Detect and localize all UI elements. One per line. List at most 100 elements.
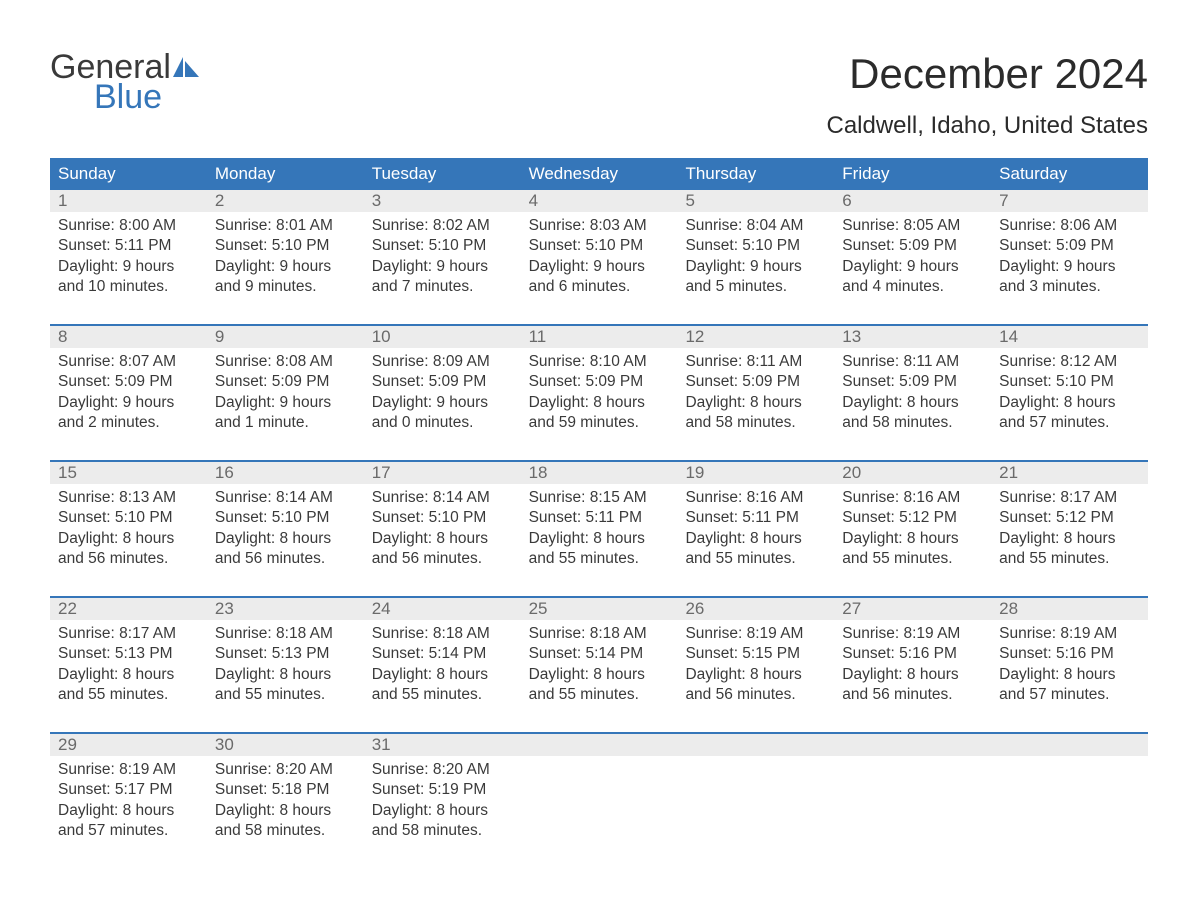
sunset-line: Sunset: 5:10 PM [215, 236, 356, 256]
sunrise-line: Sunrise: 8:17 AM [58, 624, 199, 644]
sunset-line: Sunset: 5:14 PM [372, 644, 513, 664]
day-number: 24 [364, 598, 521, 620]
day-cell: Sunrise: 8:18 AMSunset: 5:13 PMDaylight:… [207, 620, 364, 720]
sunset-line: Sunset: 5:10 PM [685, 236, 826, 256]
sunset-line: Sunset: 5:10 PM [372, 236, 513, 256]
day-number: 12 [677, 326, 834, 348]
day-body-row: Sunrise: 8:17 AMSunset: 5:13 PMDaylight:… [50, 620, 1148, 720]
daylight-line: Daylight: 9 hours and 1 minute. [215, 393, 356, 434]
day-number: 6 [834, 190, 991, 212]
weekday-header: Monday [207, 158, 364, 190]
sunset-line: Sunset: 5:10 PM [372, 508, 513, 528]
day-cell: Sunrise: 8:04 AMSunset: 5:10 PMDaylight:… [677, 212, 834, 312]
sunrise-line: Sunrise: 8:11 AM [685, 352, 826, 372]
week-block: 891011121314Sunrise: 8:07 AMSunset: 5:09… [50, 324, 1148, 448]
sunrise-line: Sunrise: 8:18 AM [215, 624, 356, 644]
day-number: 21 [991, 462, 1148, 484]
day-cell: Sunrise: 8:03 AMSunset: 5:10 PMDaylight:… [521, 212, 678, 312]
sunset-line: Sunset: 5:09 PM [58, 372, 199, 392]
sunrise-line: Sunrise: 8:11 AM [842, 352, 983, 372]
day-cell: Sunrise: 8:08 AMSunset: 5:09 PMDaylight:… [207, 348, 364, 448]
sunrise-line: Sunrise: 8:17 AM [999, 488, 1140, 508]
weeks-container: 1234567Sunrise: 8:00 AMSunset: 5:11 PMDa… [50, 190, 1148, 856]
day-cell: Sunrise: 8:16 AMSunset: 5:11 PMDaylight:… [677, 484, 834, 584]
sunset-line: Sunset: 5:15 PM [685, 644, 826, 664]
sunrise-line: Sunrise: 8:20 AM [372, 760, 513, 780]
week-block: 15161718192021Sunrise: 8:13 AMSunset: 5:… [50, 460, 1148, 584]
sunset-line: Sunset: 5:09 PM [215, 372, 356, 392]
sunrise-line: Sunrise: 8:01 AM [215, 216, 356, 236]
sunrise-line: Sunrise: 8:05 AM [842, 216, 983, 236]
day-cell: Sunrise: 8:19 AMSunset: 5:15 PMDaylight:… [677, 620, 834, 720]
sunrise-line: Sunrise: 8:00 AM [58, 216, 199, 236]
day-number [677, 734, 834, 756]
day-number: 30 [207, 734, 364, 756]
day-cell: Sunrise: 8:00 AMSunset: 5:11 PMDaylight:… [50, 212, 207, 312]
daylight-line: Daylight: 8 hours and 56 minutes. [58, 529, 199, 570]
day-number: 25 [521, 598, 678, 620]
day-cell: Sunrise: 8:17 AMSunset: 5:12 PMDaylight:… [991, 484, 1148, 584]
daylight-line: Daylight: 8 hours and 55 minutes. [372, 665, 513, 706]
daylight-line: Daylight: 9 hours and 3 minutes. [999, 257, 1140, 298]
day-number: 11 [521, 326, 678, 348]
day-number-row: 293031 [50, 734, 1148, 756]
weekday-header-row: SundayMondayTuesdayWednesdayThursdayFrid… [50, 158, 1148, 190]
day-cell [991, 756, 1148, 856]
daylight-line: Daylight: 9 hours and 10 minutes. [58, 257, 199, 298]
week-block: 22232425262728Sunrise: 8:17 AMSunset: 5:… [50, 596, 1148, 720]
weekday-header: Thursday [677, 158, 834, 190]
daylight-line: Daylight: 8 hours and 55 minutes. [529, 529, 670, 570]
daylight-line: Daylight: 8 hours and 58 minutes. [215, 801, 356, 842]
daylight-line: Daylight: 8 hours and 56 minutes. [215, 529, 356, 570]
sunrise-line: Sunrise: 8:19 AM [842, 624, 983, 644]
day-number: 7 [991, 190, 1148, 212]
sunset-line: Sunset: 5:16 PM [842, 644, 983, 664]
day-number: 19 [677, 462, 834, 484]
day-cell: Sunrise: 8:02 AMSunset: 5:10 PMDaylight:… [364, 212, 521, 312]
weekday-header: Saturday [991, 158, 1148, 190]
sunset-line: Sunset: 5:10 PM [529, 236, 670, 256]
daylight-line: Daylight: 8 hours and 58 minutes. [372, 801, 513, 842]
sunset-line: Sunset: 5:19 PM [372, 780, 513, 800]
week-block: 1234567Sunrise: 8:00 AMSunset: 5:11 PMDa… [50, 190, 1148, 312]
day-number: 9 [207, 326, 364, 348]
title-block: December 2024 Caldwell, Idaho, United St… [826, 50, 1148, 140]
sunset-line: Sunset: 5:17 PM [58, 780, 199, 800]
sunrise-line: Sunrise: 8:19 AM [685, 624, 826, 644]
day-cell: Sunrise: 8:07 AMSunset: 5:09 PMDaylight:… [50, 348, 207, 448]
day-cell: Sunrise: 8:11 AMSunset: 5:09 PMDaylight:… [677, 348, 834, 448]
weekday-header: Wednesday [521, 158, 678, 190]
day-number-row: 1234567 [50, 190, 1148, 212]
sunrise-line: Sunrise: 8:04 AM [685, 216, 826, 236]
day-body-row: Sunrise: 8:00 AMSunset: 5:11 PMDaylight:… [50, 212, 1148, 312]
day-number: 14 [991, 326, 1148, 348]
day-number: 28 [991, 598, 1148, 620]
day-cell: Sunrise: 8:19 AMSunset: 5:16 PMDaylight:… [834, 620, 991, 720]
day-number: 26 [677, 598, 834, 620]
daylight-line: Daylight: 8 hours and 55 minutes. [999, 529, 1140, 570]
sunrise-line: Sunrise: 8:18 AM [529, 624, 670, 644]
day-number-row: 22232425262728 [50, 598, 1148, 620]
weekday-header: Sunday [50, 158, 207, 190]
sunrise-line: Sunrise: 8:08 AM [215, 352, 356, 372]
day-number [834, 734, 991, 756]
sunrise-line: Sunrise: 8:14 AM [372, 488, 513, 508]
daylight-line: Daylight: 8 hours and 59 minutes. [529, 393, 670, 434]
day-number: 8 [50, 326, 207, 348]
day-cell: Sunrise: 8:13 AMSunset: 5:10 PMDaylight:… [50, 484, 207, 584]
day-cell [834, 756, 991, 856]
sunset-line: Sunset: 5:11 PM [529, 508, 670, 528]
daylight-line: Daylight: 8 hours and 55 minutes. [685, 529, 826, 570]
sunrise-line: Sunrise: 8:20 AM [215, 760, 356, 780]
day-cell [521, 756, 678, 856]
daylight-line: Daylight: 8 hours and 55 minutes. [529, 665, 670, 706]
sunset-line: Sunset: 5:14 PM [529, 644, 670, 664]
day-number: 15 [50, 462, 207, 484]
sunrise-line: Sunrise: 8:09 AM [372, 352, 513, 372]
weekday-header: Friday [834, 158, 991, 190]
day-cell: Sunrise: 8:19 AMSunset: 5:17 PMDaylight:… [50, 756, 207, 856]
day-number: 1 [50, 190, 207, 212]
daylight-line: Daylight: 8 hours and 58 minutes. [842, 393, 983, 434]
day-number: 22 [50, 598, 207, 620]
day-number: 4 [521, 190, 678, 212]
